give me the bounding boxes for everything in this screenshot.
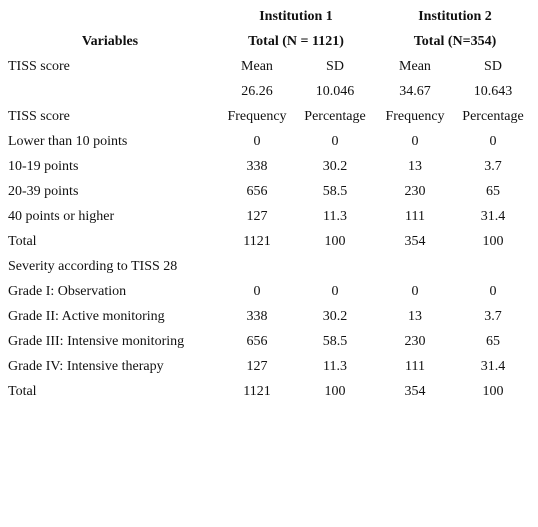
cell: 10.643 (474, 84, 513, 99)
cell: 10.046 (316, 84, 355, 99)
row-label: Grade II: Active monitoring (8, 309, 165, 324)
column-header: Variables (82, 34, 139, 49)
cell: 58.5 (323, 184, 348, 199)
cell: 0 (332, 284, 339, 299)
cell: Mean (399, 59, 431, 74)
cell: 656 (247, 184, 268, 199)
group-header: Institution 1 (259, 9, 333, 24)
cell: 100 (325, 234, 346, 249)
row-label: 10-19 points (8, 159, 78, 174)
row-label: Grade I: Observation (8, 284, 126, 299)
cell: 111 (405, 359, 425, 374)
row-label: Grade IV: Intensive therapy (8, 359, 164, 374)
cell: 30.2 (323, 159, 348, 174)
cell: 65 (486, 184, 500, 199)
cell: 0 (332, 134, 339, 149)
column-header: Total (N = 1121) (248, 34, 344, 49)
cell: 30.2 (323, 309, 348, 324)
cell: 13 (408, 159, 422, 174)
cell: 0 (490, 134, 497, 149)
cell: 31.4 (481, 209, 506, 224)
row-label: TISS score (8, 59, 70, 74)
cell: Percentage (304, 109, 365, 124)
cell: Percentage (462, 109, 523, 124)
cell: 0 (254, 134, 261, 149)
cell: 354 (405, 384, 426, 399)
row-label: Severity according to TISS 28 (8, 259, 177, 274)
cell: 354 (405, 234, 426, 249)
cell: 3.7 (484, 159, 502, 174)
row-label: TISS score (8, 109, 70, 124)
cell: 100 (325, 384, 346, 399)
cell: 0 (412, 134, 419, 149)
cell: 1121 (243, 234, 270, 249)
cell: 58.5 (323, 334, 348, 349)
cell: 100 (483, 384, 504, 399)
cell: 338 (247, 309, 268, 324)
row-label: Grade III: Intensive monitoring (8, 334, 184, 349)
cell: 11.3 (323, 359, 347, 374)
cell: 0 (254, 284, 261, 299)
cell: Frequency (385, 109, 444, 124)
cell: 338 (247, 159, 268, 174)
cell: 13 (408, 309, 422, 324)
column-header: Total (N=354) (414, 34, 497, 49)
cell: 127 (247, 359, 268, 374)
cell: 127 (247, 209, 268, 224)
row-label: Total (8, 384, 37, 399)
cell: 111 (405, 209, 425, 224)
cell: 31.4 (481, 359, 506, 374)
row-label: 40 points or higher (8, 209, 114, 224)
cell: 656 (247, 334, 268, 349)
group-header: Institution 2 (418, 9, 492, 24)
row-label: Total (8, 234, 37, 249)
cell: 34.67 (399, 84, 431, 99)
cell: 100 (483, 234, 504, 249)
row-label: Lower than 10 points (8, 134, 127, 149)
cell: 230 (405, 334, 426, 349)
cell: Frequency (227, 109, 286, 124)
cell: 3.7 (484, 309, 502, 324)
cell: 26.26 (241, 84, 273, 99)
cell: SD (326, 59, 344, 74)
cell: 0 (490, 284, 497, 299)
cell: Mean (241, 59, 273, 74)
cell: 11.3 (323, 209, 347, 224)
cell: 0 (412, 284, 419, 299)
row-label: 20-39 points (8, 184, 78, 199)
cell: 1121 (243, 384, 270, 399)
cell: 65 (486, 334, 500, 349)
cell: SD (484, 59, 502, 74)
cell: 230 (405, 184, 426, 199)
